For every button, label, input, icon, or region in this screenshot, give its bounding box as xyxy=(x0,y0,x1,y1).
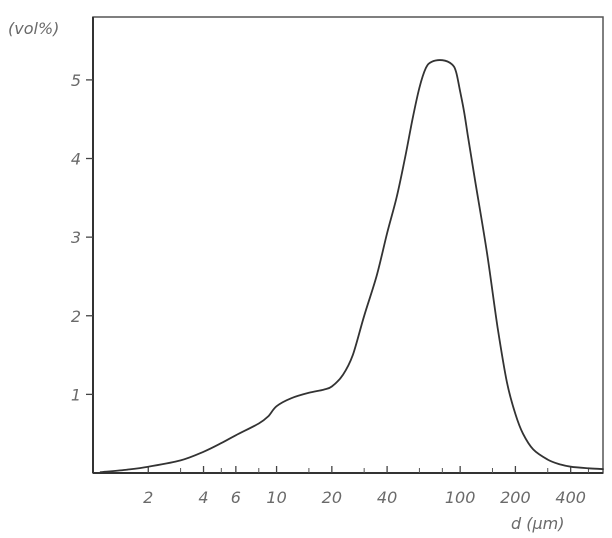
x-tick-label-4: 4 xyxy=(198,488,208,507)
y-axis-label: (vol%) xyxy=(8,19,59,38)
x-tick-label-6: 6 xyxy=(231,488,241,507)
x-tick-label-2: 2 xyxy=(143,488,153,507)
y-tick-label-2: 2 xyxy=(71,307,81,326)
x-tick-label-200: 200 xyxy=(500,488,531,507)
y-tick-label-3: 3 xyxy=(71,228,81,247)
x-tick-label-40: 40 xyxy=(377,488,397,507)
x-tick-label-100: 100 xyxy=(445,488,476,507)
x-tick-label-400: 400 xyxy=(555,488,586,507)
series-line-0 xyxy=(99,59,604,474)
x-tick-label-20: 20 xyxy=(322,488,342,507)
y-tick-label-1: 1 xyxy=(71,385,81,404)
y-tick-label-4: 4 xyxy=(71,150,81,169)
x-tick-label-10: 10 xyxy=(266,488,286,507)
series-layer xyxy=(99,59,604,474)
y-tick-label-5: 5 xyxy=(71,71,81,90)
plot-frame xyxy=(92,16,604,474)
y-ticks: 1 2 3 4 5 xyxy=(71,71,93,404)
x-ticks: 2 4 6 10 20 40 100 200 400 xyxy=(143,466,589,507)
x-axis-label: d (µm) xyxy=(511,514,565,533)
